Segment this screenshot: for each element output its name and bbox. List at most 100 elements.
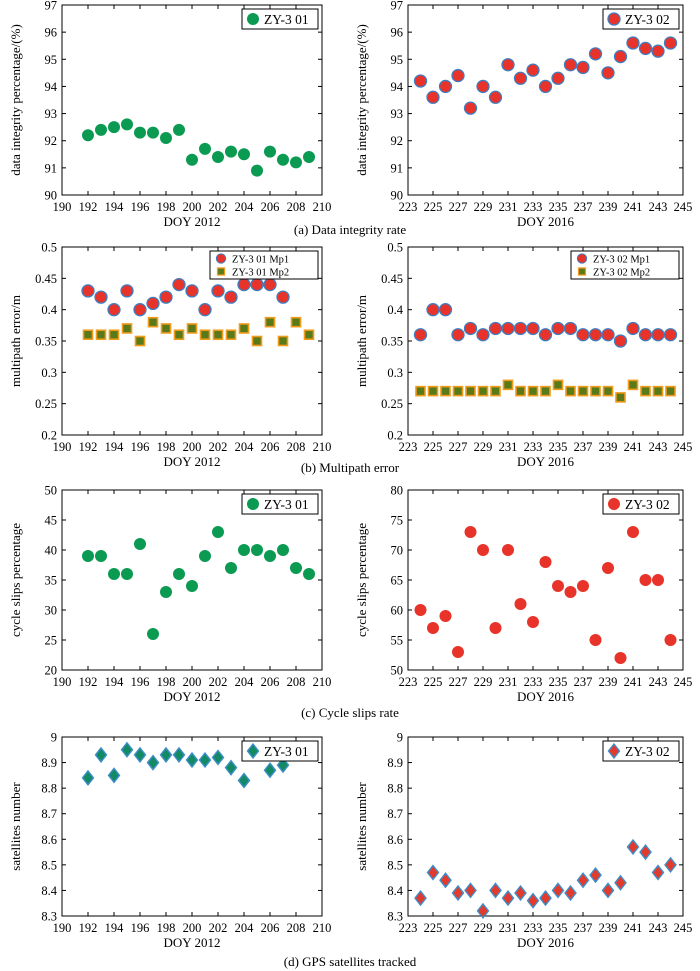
data-point [602, 562, 614, 574]
legend: ZY-3 01 [241, 740, 319, 762]
data-point [238, 148, 250, 161]
x-tick-label: 206 [261, 675, 280, 689]
y-tick-label: 8.6 [41, 833, 57, 847]
data-point [626, 321, 640, 336]
data-point [639, 574, 652, 586]
data-point [501, 889, 515, 907]
data-point [627, 379, 639, 391]
data-point [159, 290, 173, 304]
y-tick-label: 55 [391, 634, 404, 648]
data-point [564, 586, 577, 598]
data-point [225, 562, 237, 574]
data-point [476, 328, 490, 342]
data-point [82, 129, 94, 142]
data-point [613, 49, 628, 64]
x-tick-label: 237 [574, 200, 593, 214]
y-tick-label: 97 [391, 0, 404, 13]
data-point [651, 328, 665, 342]
legend-marker [608, 498, 620, 510]
chart-d2: 223 225 227 229 231 233 235 237 239 241 243 245 8.3 8… [354, 731, 692, 951]
x-tick-label: 225 [424, 200, 443, 214]
data-point [426, 303, 440, 317]
data-point [489, 622, 502, 634]
data-point [488, 321, 503, 336]
x-axis-label: DOY 2016 [517, 935, 574, 950]
legend: ZY-3 01 [241, 8, 319, 30]
data-point [551, 321, 565, 336]
legend-box [570, 250, 680, 280]
data-point [613, 334, 628, 348]
legend: ZY-3 01 Mp1 ZY-3 01 Mp2 [209, 250, 319, 280]
data-point [264, 550, 276, 562]
x-tick-label: 192 [79, 200, 98, 214]
data-point [108, 121, 120, 134]
data-point [95, 550, 107, 562]
data-point [540, 385, 551, 397]
x-tick-label: 200 [183, 200, 202, 214]
legend-box [241, 740, 319, 762]
data-point [640, 385, 651, 397]
x-tick-label: 210 [313, 675, 332, 689]
x-tick-label: 239 [599, 921, 618, 935]
series-zy-3-01-mp1 [81, 277, 290, 317]
data-point [94, 746, 108, 764]
y-tick-label: 92 [45, 134, 58, 148]
data-point [577, 580, 589, 592]
data-point [489, 882, 502, 899]
legend: ZY-3 02 [602, 493, 680, 515]
data-point [501, 321, 515, 336]
data-point [465, 385, 476, 397]
data-point [601, 66, 615, 80]
data-point [538, 79, 553, 94]
data-point [577, 385, 589, 397]
y-tick-label: 8.7 [387, 807, 403, 821]
data-point [413, 74, 428, 88]
x-tick-label: 198 [157, 440, 176, 454]
x-tick-label: 196 [131, 200, 150, 214]
legend: ZY-3 02 [602, 8, 680, 30]
x-tick-label: 210 [313, 200, 332, 214]
data-point [251, 544, 263, 556]
chart-c2: 223 225 227 229 231 233 235 237 239 241 243 245 50 55… [354, 484, 692, 705]
x-tick-label: 202 [209, 921, 228, 935]
data-point [601, 882, 615, 899]
caption-a: (a) Data integrity rate [294, 222, 406, 237]
data-point [626, 838, 640, 856]
data-point [427, 385, 439, 397]
x-tick-label: 241 [624, 921, 643, 935]
x-axis-label: DOY 2012 [164, 689, 221, 704]
legend-box [241, 493, 319, 515]
data-point [413, 328, 428, 342]
data-point [590, 385, 601, 397]
x-tick-label: 223 [399, 921, 418, 935]
data-point [576, 60, 590, 75]
data-point [82, 329, 94, 341]
y-tick-label: 8.6 [387, 833, 403, 847]
series-zy-3-02-mp1 [413, 303, 678, 348]
data-point [526, 892, 540, 909]
data-point [614, 874, 627, 891]
legend: ZY-3 02 [602, 740, 680, 762]
y-tick-label: 40 [45, 544, 58, 558]
data-point [147, 628, 159, 640]
x-tick-label: 204 [235, 921, 255, 935]
x-tick-label: 190 [53, 440, 72, 454]
x-tick-label: 229 [474, 675, 493, 689]
legend-box [209, 250, 319, 280]
data-point [172, 746, 186, 764]
y-tick-label: 8.5 [41, 858, 57, 872]
data-point [264, 316, 276, 328]
data-point [427, 622, 439, 634]
x-tick-label: 202 [209, 675, 228, 689]
x-axis-label: DOY 2012 [164, 214, 221, 229]
series-zy-3-02 [414, 526, 677, 664]
chart-b1: 190 192 194 196 198 200 202 204 206 208 210 0.2 0.25… [8, 241, 331, 470]
data-point [502, 379, 514, 391]
data-point [212, 526, 224, 538]
data-point [199, 550, 211, 562]
legend-marker [577, 267, 587, 276]
data-point [238, 323, 250, 334]
data-point [134, 126, 146, 139]
data-point [615, 392, 626, 403]
data-point [82, 550, 94, 562]
